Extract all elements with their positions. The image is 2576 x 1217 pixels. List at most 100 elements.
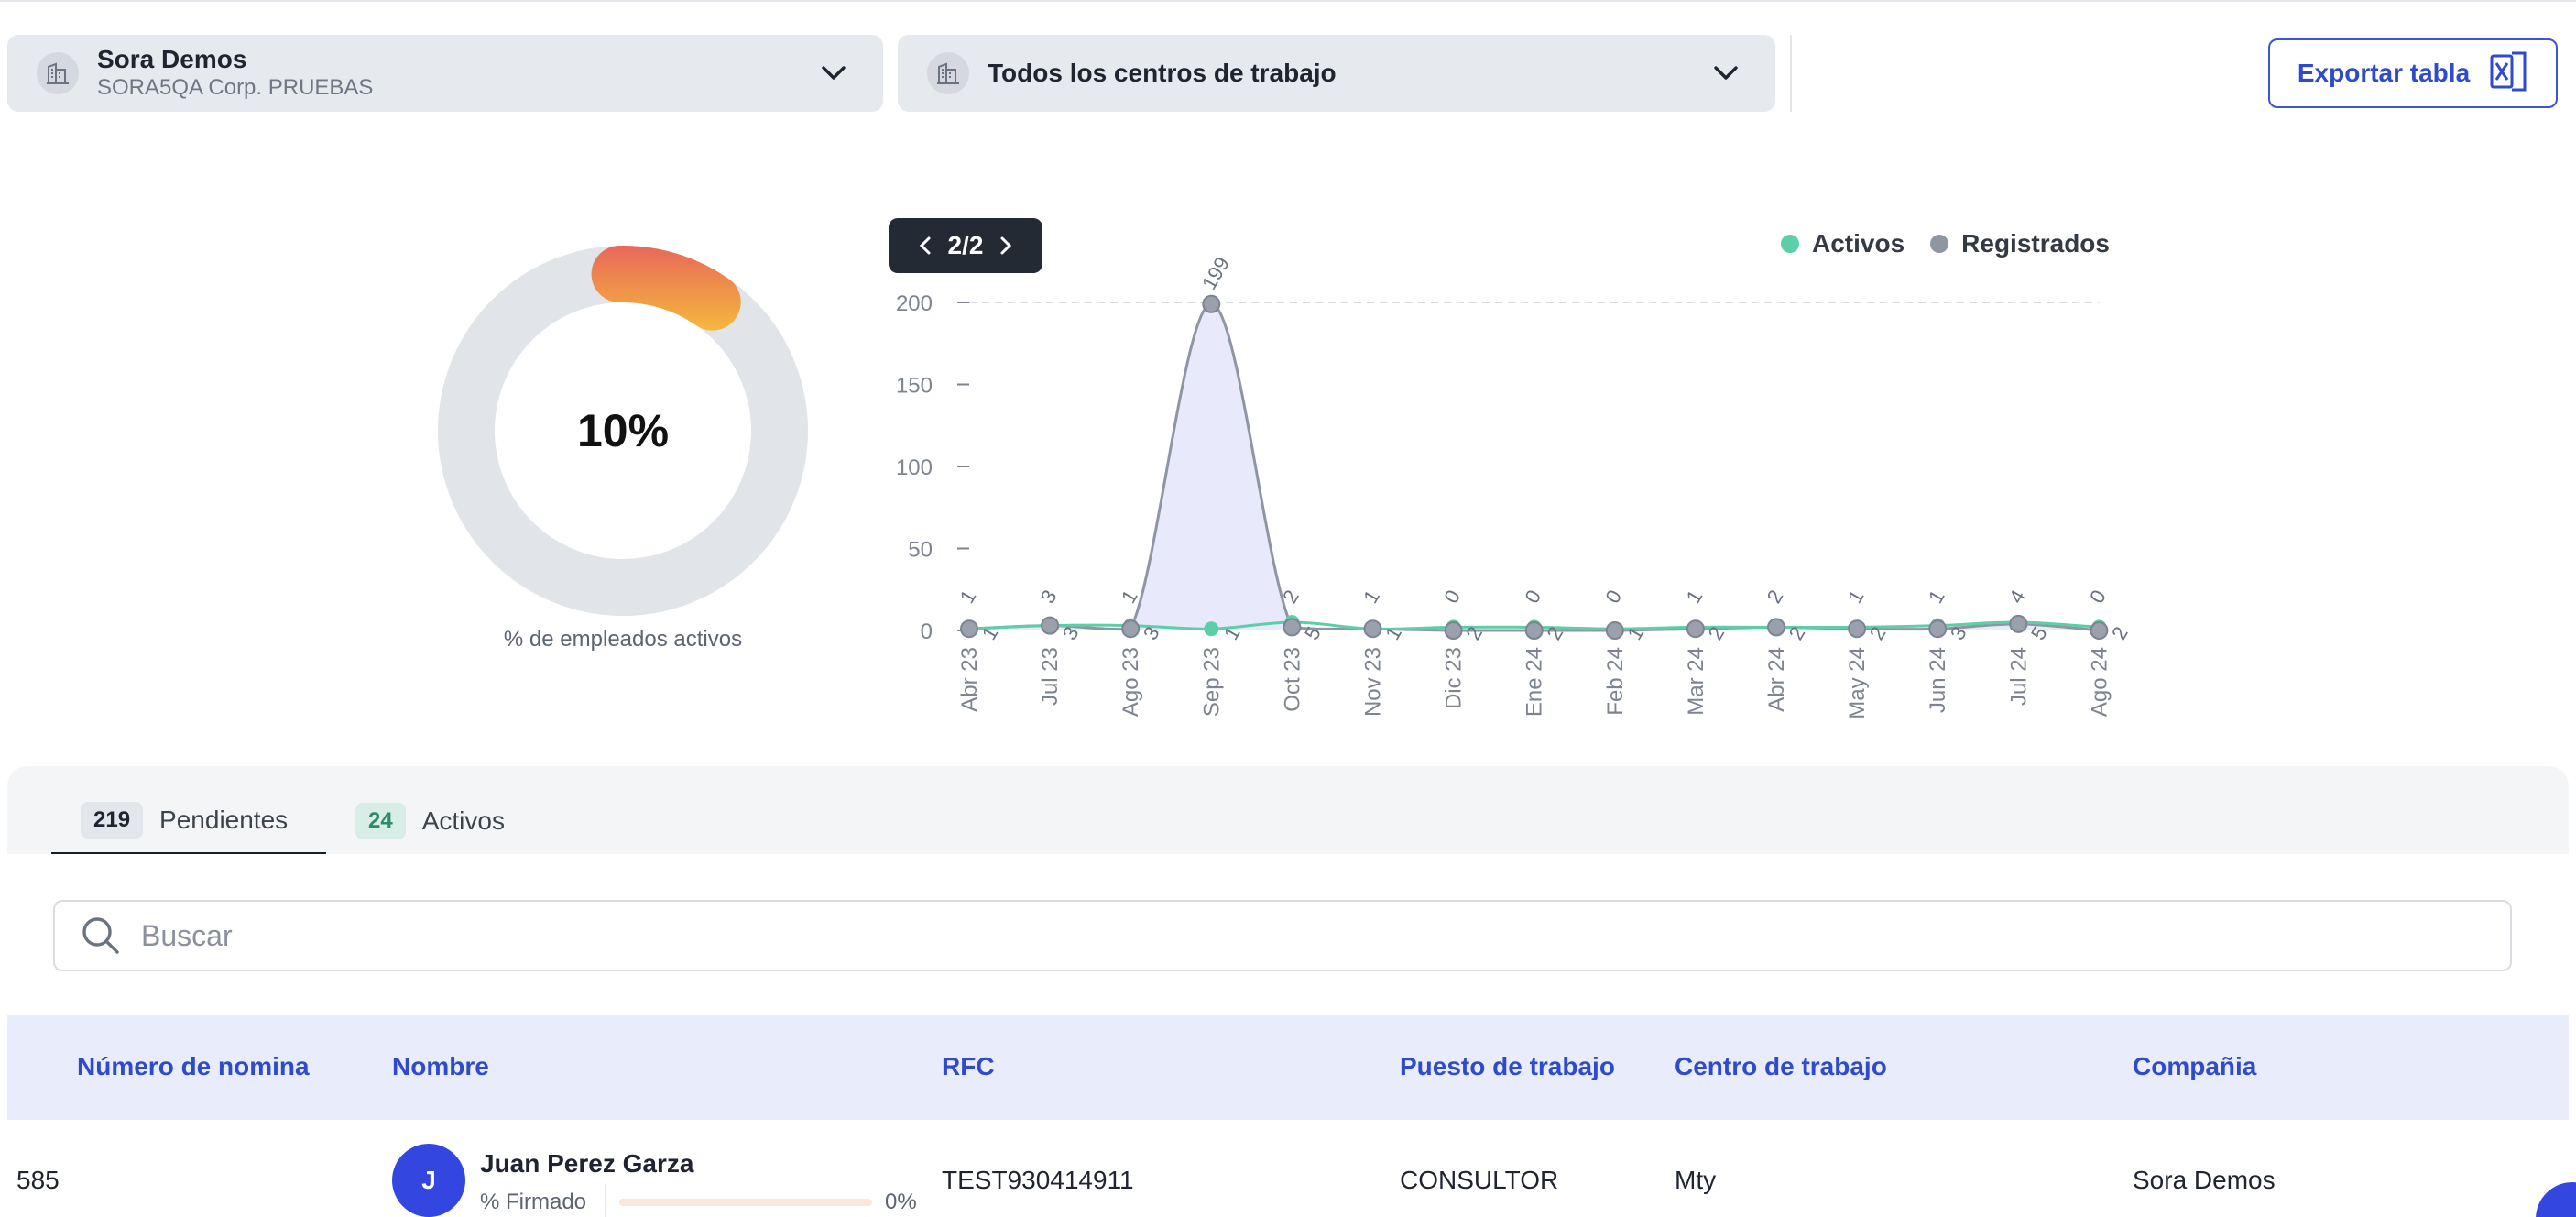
point-registrados [1363,619,1382,639]
point-activos [1204,621,1219,637]
data-label-activos: 2 [1542,622,1567,643]
point-activos [1446,619,1461,635]
employee-name[interactable]: Juan Perez Garza [480,1149,694,1178]
work-center-selector[interactable]: Todos los centros de trabajo [898,35,1775,112]
series-line-activos [968,620,2100,630]
data-label-activos: 5 [1300,622,1326,643]
col-header-nomina[interactable]: Número de nomina [77,1052,310,1080]
data-label-registrados: 1 [1924,586,1949,607]
active-employees-donut: 10% [438,246,808,616]
legend-dot [1781,235,1799,253]
cell-rfc: TEST930414911 [942,1166,1134,1194]
x-tick-label: Sep 23 [1199,647,1224,717]
data-label-activos: 1 [1622,622,1648,643]
point-activos [2091,619,2107,635]
filter-divider [1790,35,1792,112]
data-label-registrados: 1 [1117,586,1142,607]
point-registrados [2009,614,2028,633]
point-activos [1850,619,1865,635]
point-registrados [1767,618,1785,637]
chart-legend: Activos Registrados [1781,229,2135,258]
company-selector[interactable]: Sora Demos SORA5QA Corp. PRUEBAS [7,35,883,112]
data-label-registrados: 2 [1763,586,1788,607]
cell-puesto: CONSULTOR [1400,1166,1559,1194]
x-tick-label: Mar 24 [1684,647,1708,716]
x-tick-label: Jun 24 [1926,647,1950,713]
progress-divider [605,1184,606,1217]
tab-label: Activos [421,806,505,835]
company-subtitle: SORA5QA Corp. PRUEBAS [97,75,374,100]
donut-percent: 10% [576,405,670,456]
export-label: Exportar tabla [2297,59,2471,87]
point-registrados [1202,294,1221,313]
point-registrados [1121,619,1141,639]
excel-icon [2490,50,2528,97]
data-label-registrados: 0 [1520,586,1545,607]
chevron-right-icon[interactable] [996,232,1016,259]
data-label-activos: 2 [2107,622,2133,643]
col-header-compania[interactable]: Compañia [2133,1052,2257,1080]
top-divider [0,0,2576,2]
signed-label: % Firmado [480,1190,587,1214]
point-registrados [1928,619,1948,639]
tab-count: 219 [81,802,144,839]
col-header-nombre[interactable]: Nombre [392,1052,489,1080]
building-icon [927,52,969,94]
tab-activos[interactable]: 24 Activos [352,788,553,854]
search-bar[interactable] [53,900,2512,971]
y-tick-label: 100 [896,455,933,480]
data-label-registrados: 4 [2004,586,2030,607]
cell-nomina: 585 [16,1166,60,1194]
point-registrados [960,619,978,639]
data-label-activos: 3 [1058,622,1084,643]
point-activos [1526,619,1542,635]
data-label-activos: 3 [1946,622,1971,643]
point-registrados [1848,619,1867,639]
search-icon [82,917,119,954]
chevron-left-icon[interactable] [915,232,935,259]
legend-label: Registrados [1961,229,2110,258]
tab-count: 24 [355,803,406,839]
legend-dot [1930,235,1949,253]
col-header-puesto[interactable]: Puesto de trabajo [1400,1052,1615,1080]
data-label-activos: 5 [2026,622,2052,643]
series-line-registrados [968,302,2100,632]
chevron-down-icon[interactable] [806,46,861,101]
point-registrados [1041,616,1060,635]
point-activos [1769,619,1784,635]
x-tick-label: Feb 24 [1603,647,1628,716]
point-activos [1284,615,1300,630]
point-registrados [1524,621,1544,640]
legend-label: Activos [1812,229,1905,258]
point-activos [1365,621,1381,637]
data-label-activos: 1 [1381,622,1406,643]
y-tick-label: 50 [908,538,933,563]
data-label-registrados: 0 [2085,586,2111,607]
company-name: Sora Demos [97,45,247,73]
cell-compania: Sora Demos [2133,1166,2276,1194]
y-tick-label: 200 [896,291,933,316]
point-activos [1042,618,1058,633]
data-label-activos: 1 [977,622,1003,643]
x-tick-label: Jul 23 [1038,647,1063,706]
export-table-button[interactable]: Exportar tabla [2268,38,2558,108]
donut-caption: % de empleados activos [503,627,743,652]
point-registrados [1686,619,1705,639]
x-tick-label: Ene 24 [1523,647,1547,717]
x-tick-label: Nov 23 [1361,647,1386,717]
chevron-down-icon[interactable] [1698,46,1753,101]
signed-percent: 0% [885,1190,917,1214]
legend-item-activos: Activos [1781,229,1905,258]
x-tick-label: May 24 [1845,647,1870,719]
data-label-registrados: 1 [955,586,981,607]
tab-pendientes[interactable]: 219 Pendientes [51,788,326,856]
point-registrados [1283,618,1302,637]
point-activos [1687,619,1703,635]
data-label-activos: 3 [1139,622,1164,643]
col-header-rfc[interactable]: RFC [942,1052,995,1080]
search-input[interactable] [141,918,2510,953]
col-header-centro[interactable]: Centro de trabajo [1675,1052,1887,1080]
data-label-activos: 2 [1704,622,1730,643]
point-registrados [1605,621,1624,640]
data-label-activos: 1 [1219,622,1245,643]
